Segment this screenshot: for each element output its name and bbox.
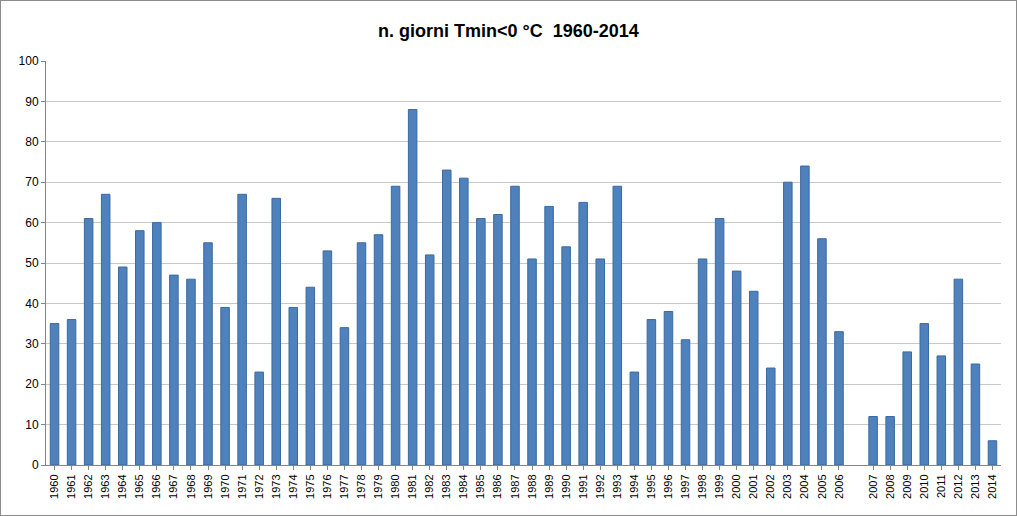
svg-text:1978: 1978	[355, 474, 367, 498]
svg-text:0: 0	[32, 458, 39, 472]
svg-text:1972: 1972	[253, 474, 265, 498]
svg-text:50: 50	[25, 256, 39, 270]
svg-text:1963: 1963	[99, 474, 111, 498]
svg-text:1973: 1973	[270, 474, 282, 498]
svg-text:10: 10	[25, 418, 39, 432]
svg-text:30: 30	[25, 337, 39, 351]
svg-text:1966: 1966	[150, 474, 162, 498]
svg-text:90: 90	[25, 95, 39, 109]
svg-text:1987: 1987	[509, 474, 521, 498]
svg-text:2005: 2005	[816, 474, 828, 498]
svg-text:1964: 1964	[116, 474, 128, 498]
svg-text:40: 40	[25, 297, 39, 311]
svg-text:1996: 1996	[662, 474, 674, 498]
svg-text:1970: 1970	[219, 474, 231, 498]
svg-text:n. giorni Tmin<0 °C 1960-2014: n. giorni Tmin<0 °C 1960-2014	[378, 21, 639, 41]
svg-text:1976: 1976	[321, 474, 333, 498]
svg-text:1974: 1974	[287, 474, 299, 498]
svg-text:2011: 2011	[935, 474, 947, 498]
svg-text:20: 20	[25, 377, 39, 391]
svg-text:1969: 1969	[202, 474, 214, 498]
svg-text:2006: 2006	[833, 474, 845, 498]
svg-text:2001: 2001	[747, 474, 759, 498]
svg-text:2003: 2003	[781, 474, 793, 498]
svg-text:1998: 1998	[696, 474, 708, 498]
svg-text:1962: 1962	[82, 474, 94, 498]
svg-text:2014: 2014	[986, 474, 998, 498]
svg-text:1983: 1983	[440, 474, 452, 498]
svg-text:2007: 2007	[867, 474, 879, 498]
svg-text:1995: 1995	[645, 474, 657, 498]
svg-text:1979: 1979	[372, 474, 384, 498]
svg-text:2002: 2002	[764, 474, 776, 498]
svg-text:1992: 1992	[594, 474, 606, 498]
svg-text:1999: 1999	[713, 474, 725, 498]
svg-text:1993: 1993	[611, 474, 623, 498]
svg-text:100: 100	[19, 54, 39, 68]
svg-text:1980: 1980	[389, 474, 401, 498]
svg-text:1986: 1986	[491, 474, 503, 498]
svg-text:2009: 2009	[901, 474, 913, 498]
svg-text:1982: 1982	[423, 474, 435, 498]
svg-text:1971: 1971	[236, 474, 248, 498]
svg-text:1984: 1984	[457, 474, 469, 498]
svg-text:1977: 1977	[338, 474, 350, 498]
svg-text:2004: 2004	[798, 474, 810, 498]
svg-text:1991: 1991	[577, 474, 589, 498]
svg-text:1965: 1965	[133, 474, 145, 498]
svg-text:70: 70	[25, 175, 39, 189]
svg-text:1967: 1967	[167, 474, 179, 498]
svg-text:1975: 1975	[304, 474, 316, 498]
svg-text:2008: 2008	[884, 474, 896, 498]
svg-text:1968: 1968	[185, 474, 197, 498]
svg-text:2013: 2013	[969, 474, 981, 498]
svg-text:1961: 1961	[65, 474, 77, 498]
svg-text:1985: 1985	[474, 474, 486, 498]
svg-text:1994: 1994	[628, 474, 640, 498]
svg-text:2012: 2012	[952, 474, 964, 498]
svg-text:80: 80	[25, 135, 39, 149]
svg-text:1960: 1960	[48, 474, 60, 498]
svg-text:2000: 2000	[730, 474, 742, 498]
svg-text:2010: 2010	[918, 474, 930, 498]
svg-text:1990: 1990	[560, 474, 572, 498]
svg-text:1981: 1981	[406, 474, 418, 498]
svg-text:60: 60	[25, 216, 39, 230]
svg-text:1989: 1989	[543, 474, 555, 498]
svg-text:1988: 1988	[526, 474, 538, 498]
svg-text:1997: 1997	[679, 474, 691, 498]
